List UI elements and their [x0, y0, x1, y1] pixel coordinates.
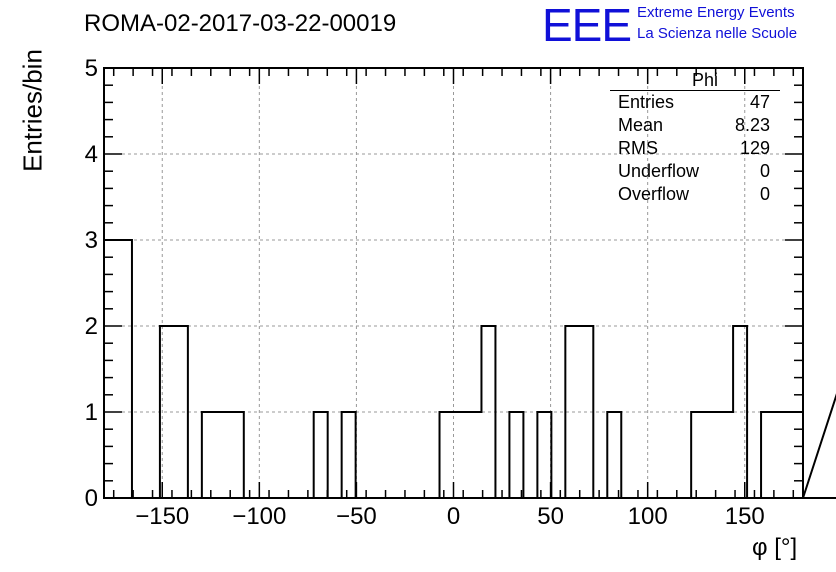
histogram-bin: [509, 412, 523, 498]
stats-row-mean: Mean 8.23: [610, 114, 780, 137]
histogram-bin: [607, 412, 621, 498]
logo-subtitle-line2: La Scienza nelle Scuole: [637, 25, 798, 42]
histogram-bin: [454, 412, 468, 498]
y-tick-labels: 0 1 2 3 4 5: [85, 55, 98, 512]
histogram-bin: [202, 412, 216, 498]
x-tick-label: 0: [447, 503, 460, 530]
x-tick-labels: −150 −100 −50 0 50 100 150: [135, 503, 765, 530]
x-tick-label: 100: [628, 503, 668, 530]
histogram-bin: [733, 326, 747, 498]
y-tick-label: 3: [85, 227, 98, 254]
stats-value: 47: [749, 92, 770, 112]
stats-value: 129: [739, 138, 770, 158]
histogram-bin: [537, 412, 551, 498]
stats-label: Overflow: [618, 184, 690, 204]
y-tick-label: 4: [85, 141, 98, 168]
y-tick-label: 2: [85, 313, 98, 340]
histogram-outline: [103, 239, 836, 499]
eee-logo: EEE: [542, 0, 632, 51]
histogram-bin: [104, 240, 118, 498]
logo-subtitle-line1: Extreme Energy Events: [637, 4, 795, 21]
stats-value: 0: [759, 161, 770, 181]
stats-row-rms: RMS 129: [610, 137, 780, 160]
histogram-bin: [118, 240, 132, 498]
x-axis-label: φ [°]: [752, 534, 798, 561]
histogram-bin: [761, 412, 775, 498]
histogram-bin: [691, 412, 705, 498]
x-tick-label: 50: [537, 503, 564, 530]
histogram-bin: [775, 412, 789, 498]
stats-label: Mean: [618, 115, 664, 135]
stats-label: Underflow: [618, 161, 700, 181]
plot-frame: [103, 67, 804, 499]
stats-row-entries: Entries 47: [610, 91, 780, 114]
histogram-bin: [230, 412, 244, 498]
stats-label: RMS: [618, 138, 658, 158]
histogram-bin: [481, 326, 495, 498]
histogram-bin: [174, 326, 188, 498]
histogram-bin: [342, 412, 356, 498]
plot-title: ROMA-02-2017-03-22-00019: [84, 10, 397, 37]
stats-title: Phi: [610, 70, 780, 91]
histogram-bars: [103, 239, 836, 499]
histogram-bin: [789, 412, 803, 498]
x-tick-label: −100: [232, 503, 286, 530]
histogram-bin: [160, 326, 174, 498]
y-tick-label: 5: [85, 55, 98, 82]
stats-row-underflow: Underflow 0: [610, 160, 780, 183]
histogram-bin: [467, 412, 481, 498]
y-tick-label: 1: [85, 399, 98, 426]
histogram-bin: [216, 412, 230, 498]
x-tick-label: 150: [725, 503, 765, 530]
y-axis-label: Entries/bin: [17, 49, 48, 172]
histogram-bin: [314, 412, 328, 498]
stats-value: 8.23: [734, 115, 770, 135]
y-tick-label: 0: [85, 485, 98, 512]
histogram-bin: [440, 412, 454, 498]
x-tick-label: −50: [336, 503, 377, 530]
histogram-bin: [565, 326, 579, 498]
stats-row-overflow: Overflow 0: [610, 183, 780, 206]
stats-label: Entries: [618, 92, 675, 112]
histogram-bin: [579, 326, 593, 498]
stats-value: 0: [759, 184, 770, 204]
stats-box: Phi Entries 47 Mean 8.23 RMS 129 Underflow 0…: [610, 70, 780, 206]
x-tick-label: −150: [135, 503, 189, 530]
histogram-bin: [719, 412, 733, 498]
histogram-bin: [705, 412, 719, 498]
